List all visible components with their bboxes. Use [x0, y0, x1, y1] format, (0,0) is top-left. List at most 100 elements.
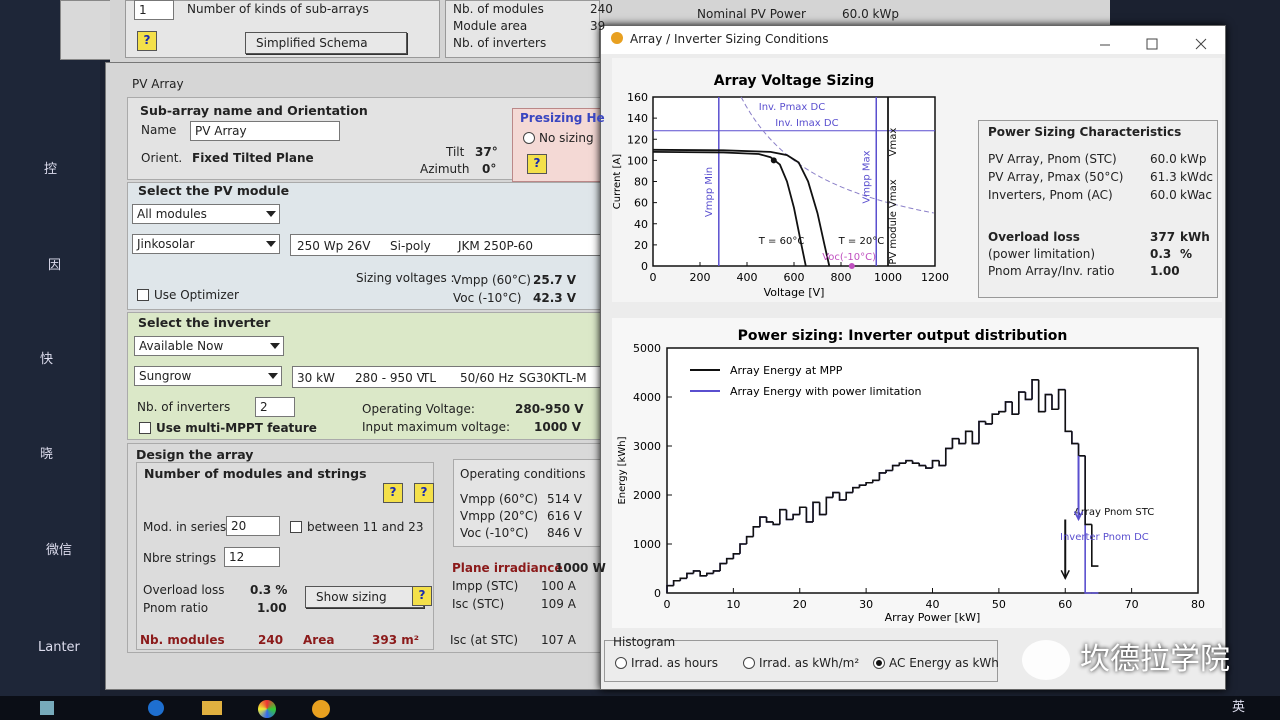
histogram-step	[1044, 393, 1052, 412]
nominal-pv: 60.0 kWp	[842, 7, 899, 21]
help[interactable]: ?	[412, 586, 432, 606]
histogram-step	[944, 447, 953, 466]
maker[interactable]: Sungrow	[134, 366, 282, 386]
rows: Inverters, Pnom (AC)	[988, 188, 1113, 202]
between[interactable]: between 11 and 23	[290, 519, 423, 535]
irr-label: Plane irradiance	[452, 561, 563, 575]
overload: Overload loss	[988, 230, 1080, 244]
y-tick-label: 0	[641, 260, 648, 273]
op-heading: Operating conditions	[460, 467, 586, 481]
y-tick-label: 120	[627, 133, 648, 146]
help[interactable]: ?	[527, 154, 547, 174]
histogram-step	[779, 508, 787, 525]
title: Array / Inverter Sizing Conditions	[630, 32, 829, 46]
optimizer[interactable]: Use Optimizer	[137, 287, 239, 303]
isc-at-label: Isc (at STC)	[450, 633, 519, 647]
histogram-step	[1017, 391, 1026, 415]
help[interactable]: ?	[383, 483, 403, 503]
histogram-step	[1084, 455, 1092, 526]
series[interactable]: 20	[226, 516, 280, 536]
marker-arrow	[1060, 569, 1070, 580]
options[interactable]: AC Energy as kWh	[873, 655, 999, 671]
impp: 100 A	[541, 579, 576, 593]
strings[interactable]: 12	[224, 547, 280, 567]
heading: Design the array	[136, 447, 254, 462]
pnom-label: Pnom ratio	[143, 601, 209, 615]
nb-modules-label: Nb. modules	[140, 633, 225, 647]
close[interactable]	[1195, 38, 1207, 50]
help[interactable]: ?	[137, 31, 157, 51]
histogram-step	[938, 460, 946, 467]
histogram-step	[732, 553, 741, 559]
start-button[interactable]	[40, 701, 54, 715]
x-tick-label: 70	[1125, 598, 1139, 611]
histogram-step	[792, 513, 800, 520]
y-tick-label: 3000	[633, 440, 661, 453]
name[interactable]: PV Array	[190, 121, 340, 141]
show-sizing[interactable]: Show sizing	[305, 586, 424, 608]
icons: 快	[40, 352, 54, 367]
folder-icon[interactable]	[202, 701, 222, 715]
histogram-step	[798, 506, 807, 515]
no-sizing[interactable]: No sizing	[523, 130, 594, 146]
y-tick-label: 40	[634, 218, 648, 231]
marker-label: Inverter Pnom DC	[1060, 532, 1149, 543]
filter[interactable]: All modules	[132, 204, 280, 224]
curve-label: T = 20°C	[838, 236, 885, 247]
nb[interactable]: 2	[255, 397, 295, 417]
legend-label: Array Energy with power limitation	[730, 385, 921, 398]
curve-label: T = 60°C	[758, 236, 805, 247]
overload: 1.00	[1150, 264, 1180, 278]
y-tick-label: 20	[634, 239, 648, 252]
presizing: Presizing He	[520, 111, 605, 125]
isc: 109 A	[541, 597, 576, 611]
nominal-pv-label: Nominal PV Power	[697, 7, 806, 21]
pnom: 1.00	[257, 601, 287, 615]
desktop	[0, 0, 100, 696]
icons: 微信	[46, 543, 73, 558]
histogram-step	[672, 579, 681, 586]
maker[interactable]: Jinkosolar	[132, 234, 280, 254]
histogram-step	[832, 491, 840, 498]
maximize[interactable]	[1146, 38, 1158, 50]
azimuth-label: Azimuth	[420, 162, 470, 176]
options[interactable]: Irrad. as kWh/m²	[743, 655, 859, 671]
y-tick-label: 0	[654, 587, 661, 600]
dialog-icon	[611, 32, 623, 44]
filter[interactable]: Available Now	[134, 336, 284, 356]
x-tick-label: 600	[784, 271, 805, 284]
x-tick-label: 0	[650, 271, 657, 284]
sub-arrays-count[interactable]: 1	[134, 0, 174, 20]
overload: kWh	[1180, 230, 1210, 244]
chart-title: Array Voltage Sizing	[714, 73, 875, 89]
histogram-step	[905, 459, 913, 464]
histogram-step	[825, 496, 833, 515]
options[interactable]: Irrad. as hours	[615, 655, 718, 671]
plot-background	[666, 347, 1199, 594]
simplified-schema[interactable]: Simplified Schema	[245, 32, 407, 54]
series-label: Mod. in series	[143, 520, 227, 534]
overload: 377	[1150, 230, 1176, 244]
x-tick-label: 800	[831, 271, 852, 284]
histogram-step	[1004, 401, 1013, 412]
heading: Power Sizing Characteristics	[988, 125, 1182, 139]
tech: Si-poly	[390, 239, 431, 253]
nb-modules-label: Nb. of modules	[453, 2, 544, 16]
x-tick-label: 10	[726, 598, 740, 611]
mppt[interactable]: Use multi-MPPT feature	[139, 420, 317, 436]
overload: Pnom Array/Inv. ratio	[988, 264, 1115, 278]
limit-label: Vmpp Min	[704, 167, 715, 217]
rows: kWp	[1180, 152, 1207, 166]
y-tick-label: 5000	[633, 342, 661, 355]
help[interactable]: ?	[414, 483, 434, 503]
pvsyst-icon[interactable]	[312, 700, 330, 718]
chart-title: Power sizing: Inverter output distributi…	[738, 328, 1068, 344]
browser-icon[interactable]	[148, 700, 164, 716]
histogram-step	[686, 572, 694, 579]
y-tick-label: 160	[627, 91, 648, 104]
histogram-step	[1024, 392, 1033, 401]
tl: TL	[422, 371, 437, 385]
histogram-step	[1091, 524, 1099, 567]
x-tick-label: 400	[737, 271, 758, 284]
app-icon[interactable]	[258, 700, 276, 718]
